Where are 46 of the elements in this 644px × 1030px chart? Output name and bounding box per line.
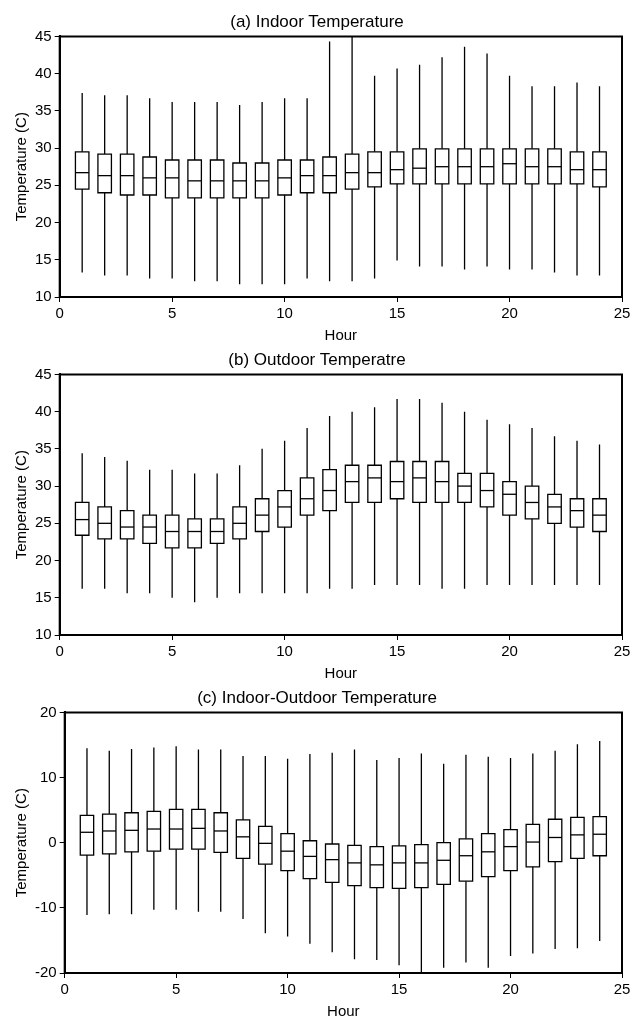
chart-title: (a) Indoor Temperature: [230, 11, 404, 31]
chart-title: (c) Indoor-Outdoor Temperature: [197, 687, 437, 707]
x-axis-title: Hour: [324, 326, 358, 344]
y-tick-label: 35: [35, 439, 52, 456]
y-tick-label: 40: [35, 401, 52, 419]
x-tick-label: 20: [501, 642, 518, 660]
x-tick-label: 5: [167, 642, 177, 660]
x-axis-title: Hour: [327, 1002, 360, 1020]
x-tick-label: 15: [388, 304, 406, 322]
y-axis-title: Temperature (C): [12, 788, 30, 898]
x-tick-label: 20: [501, 304, 518, 322]
y-tick-label: 25: [35, 175, 52, 193]
y-axis-title: Temperature (C): [12, 112, 30, 222]
y-tick-label: 40: [35, 63, 52, 81]
x-tick-label: 25: [613, 642, 631, 660]
y-tick-label: -20: [34, 963, 57, 981]
y-tick-label: 20: [35, 212, 52, 230]
y-tick-label: 15: [35, 587, 52, 605]
x-tick-label: 10: [276, 642, 293, 660]
x-tick-label: 15: [390, 980, 408, 998]
x-tick-label: 20: [502, 980, 519, 998]
x-tick-label: 0: [60, 980, 69, 998]
x-tick-label: 25: [613, 304, 631, 322]
y-tick-label: 0: [48, 832, 57, 850]
y-tick-label: 10: [35, 625, 52, 643]
y-tick-label: 20: [39, 702, 57, 720]
x-tick-label: 5: [167, 304, 177, 322]
y-tick-label: 15: [35, 249, 52, 267]
x-tick-label: 5: [171, 980, 181, 998]
x-tick-label: 15: [388, 642, 406, 660]
y-tick-label: 35: [35, 101, 52, 118]
y-tick-label: 20: [35, 550, 52, 568]
y-tick-label: 10: [35, 287, 52, 305]
chart-title: (b) Outdoor Temperatre: [228, 349, 406, 369]
y-tick-label: 45: [35, 26, 52, 44]
y-axis-title: Temperature (C): [12, 450, 30, 560]
x-tick-label: 25: [613, 980, 631, 998]
y-tick-label: 10: [39, 767, 57, 785]
y-tick-label: 30: [35, 476, 52, 494]
x-axis-title: Hour: [324, 664, 358, 682]
y-tick-label: 30: [35, 138, 52, 156]
y-tick-label: 45: [35, 364, 52, 382]
y-tick-label: 25: [35, 513, 52, 531]
y-tick-label: -10: [34, 897, 57, 915]
x-tick-label: 10: [276, 304, 293, 322]
x-tick-label: 10: [279, 980, 296, 998]
